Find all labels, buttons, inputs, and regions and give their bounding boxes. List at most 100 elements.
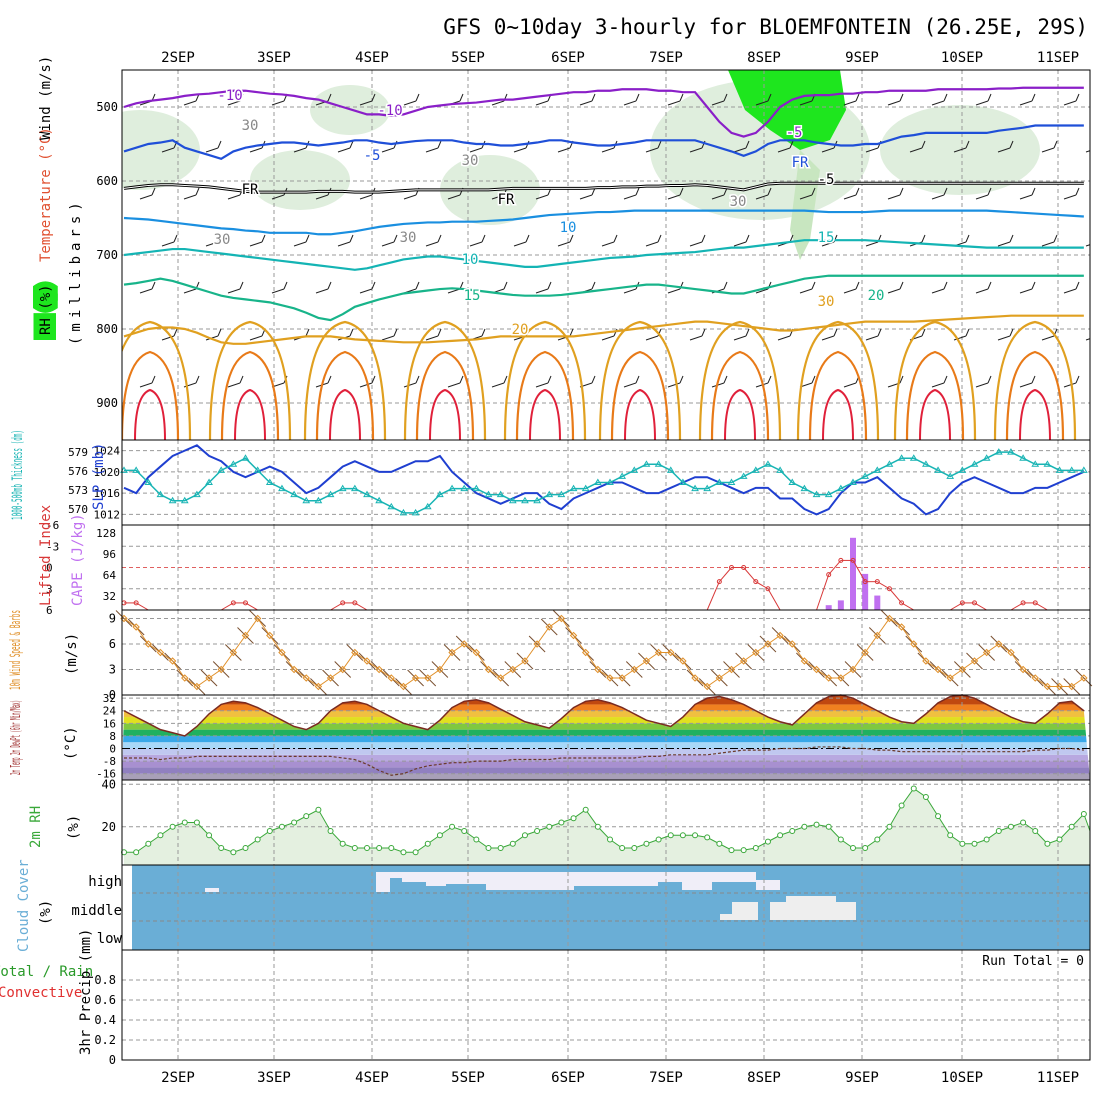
li-seg xyxy=(828,560,842,575)
cloud-high-1 xyxy=(376,872,390,892)
li-tick-4: 6 xyxy=(46,604,53,617)
barb-shaft xyxy=(535,100,549,106)
wind-barb xyxy=(513,140,530,153)
barb-shaft xyxy=(953,147,967,153)
ua-tick-1: 600 xyxy=(96,174,118,188)
thick-tick-1: 576 xyxy=(68,465,88,478)
temp-band-5 xyxy=(122,742,1090,749)
wind-barb xyxy=(139,375,156,388)
wind-barb xyxy=(535,281,552,294)
w10-point xyxy=(958,665,967,674)
rh-point xyxy=(922,794,929,800)
barb-flag xyxy=(151,375,156,384)
rh-point xyxy=(631,845,638,851)
temp-band-2 xyxy=(122,761,1090,768)
li-seg xyxy=(245,602,258,611)
barb-shaft xyxy=(359,100,373,106)
barb-flag xyxy=(217,328,222,337)
w10-point xyxy=(581,648,590,657)
barb-flag xyxy=(327,93,332,102)
barb-shaft xyxy=(777,147,791,153)
barb-shaft xyxy=(1041,241,1055,247)
rh-point xyxy=(886,823,893,830)
wind-barb xyxy=(689,328,706,341)
w10-point xyxy=(399,682,408,691)
thickness-point xyxy=(958,466,967,473)
rh-point xyxy=(813,821,820,828)
li-point xyxy=(874,579,880,585)
top-date-8SEP: 8SEP xyxy=(747,50,781,66)
rh-point xyxy=(351,845,358,851)
barb-shaft xyxy=(843,382,857,388)
top-date-5SEP: 5SEP xyxy=(451,50,485,66)
w10-point xyxy=(1067,682,1076,691)
wind-barb xyxy=(667,375,684,388)
barb-flag xyxy=(1031,93,1036,102)
thickness-point xyxy=(885,460,894,467)
temp-band-0 xyxy=(122,773,1090,780)
rh-point xyxy=(777,832,784,839)
rh-point xyxy=(509,840,516,847)
rh-point xyxy=(169,823,176,830)
ylabel-rh2m: 2m RH xyxy=(28,806,44,848)
li-point xyxy=(753,579,759,585)
barb-flag xyxy=(657,234,662,243)
w10-point xyxy=(278,648,286,657)
contour-label-3: -5 xyxy=(364,148,381,164)
thickness-point xyxy=(363,490,371,498)
w10-point xyxy=(885,614,894,623)
barb-flag xyxy=(1075,187,1080,196)
barb-flag xyxy=(1031,281,1036,290)
barb-flag xyxy=(393,234,398,243)
contour-label-14: 30 xyxy=(818,294,835,310)
barb-flag xyxy=(283,281,288,290)
thick-tick-0: 579 xyxy=(68,446,88,459)
cape-bar xyxy=(837,600,844,610)
wind-barb xyxy=(667,93,684,106)
wind-barb xyxy=(755,93,772,106)
temp-band-7 xyxy=(122,729,1090,736)
barb-shaft xyxy=(1085,150,1090,153)
thickness-point xyxy=(788,478,797,485)
wind-barb xyxy=(227,93,244,106)
barb-shaft xyxy=(1041,335,1055,341)
barb-flag xyxy=(723,375,728,384)
w10-point xyxy=(1007,648,1015,657)
barb-shaft xyxy=(755,100,769,106)
w10-point xyxy=(837,674,845,682)
loop20-2 xyxy=(303,320,387,440)
w10-tick-2: 6 xyxy=(109,637,116,651)
pr-tick-0: 0.8 xyxy=(94,973,116,987)
barb-flag xyxy=(305,234,310,243)
rh-point xyxy=(837,836,844,843)
contour-label-9: 10 xyxy=(462,252,479,268)
thickness-point xyxy=(132,466,141,473)
rh-point xyxy=(898,802,905,809)
barb-shaft xyxy=(777,335,791,341)
loop20-1 xyxy=(208,320,292,440)
cloud-mid-2 xyxy=(770,902,856,920)
t-tick-1: 24 xyxy=(103,705,117,718)
barb-shaft xyxy=(557,147,571,153)
wind-barb xyxy=(821,328,838,341)
ylabel-precip: 3hr Precip (mm) xyxy=(78,929,94,1055)
thickness-point xyxy=(581,484,590,492)
temp-band-6 xyxy=(122,735,1090,743)
thickness-point xyxy=(897,454,906,461)
barb-flag xyxy=(767,375,772,384)
w10-point xyxy=(667,648,675,657)
barb-flag xyxy=(1075,93,1080,102)
w10-point xyxy=(1055,682,1064,691)
w10-point xyxy=(715,674,724,682)
barb-flag xyxy=(877,328,882,337)
t-tick-6: -16 xyxy=(96,768,116,781)
cloud-mid-0 xyxy=(720,914,740,920)
barb-flag xyxy=(965,140,970,149)
barb-shaft xyxy=(887,288,901,294)
barb-flag xyxy=(921,328,926,337)
w10-point xyxy=(290,665,298,674)
contour-label-4: FR xyxy=(792,155,809,171)
loop30-4 xyxy=(529,388,561,440)
barb-flag xyxy=(943,93,948,102)
